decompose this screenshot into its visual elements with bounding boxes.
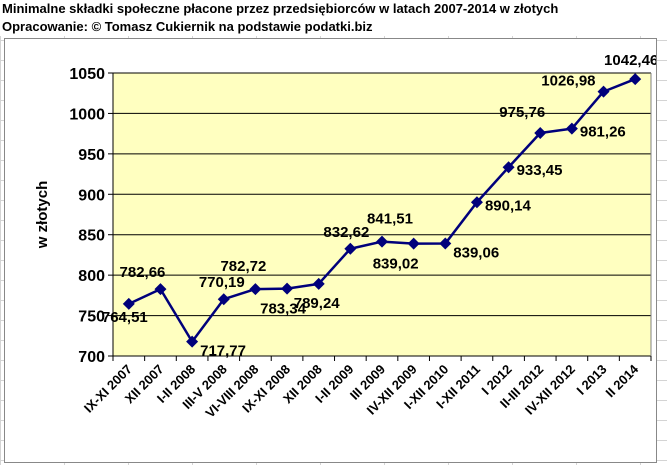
data-point xyxy=(154,283,167,296)
data-label: 832,62 xyxy=(323,224,369,241)
data-point xyxy=(597,85,610,98)
data-label: 783,34 xyxy=(260,301,307,318)
data-label: 789,24 xyxy=(294,295,341,312)
data-point xyxy=(217,293,230,306)
data-point xyxy=(344,242,357,255)
line-chart: w złotych 700 750 800 850 900 950 1000 1050 IX-… xyxy=(34,52,656,421)
data-label: 839,06 xyxy=(453,245,499,262)
y-tick-label: 700 xyxy=(78,349,105,366)
data-label: 841,51 xyxy=(367,211,413,228)
x-tick-label: IX-XI 2007 xyxy=(81,362,135,416)
y-axis-label: w złotych xyxy=(34,181,51,250)
y-tick-label: 1050 xyxy=(69,66,105,83)
data-point xyxy=(122,297,135,310)
data-point xyxy=(376,235,388,248)
axes xyxy=(108,72,652,361)
gridlines xyxy=(113,72,651,357)
data-label: 839,02 xyxy=(373,256,419,273)
data-label: 975,76 xyxy=(499,104,545,121)
y-tick-labels: 700 750 800 850 900 950 1000 1050 xyxy=(69,66,105,366)
data-point xyxy=(534,127,547,140)
data-point xyxy=(470,196,483,209)
y-tick-label: 800 xyxy=(78,268,105,285)
y-tick-label: 900 xyxy=(78,187,105,204)
data-label: 890,14 xyxy=(485,197,532,214)
data-point xyxy=(502,161,515,174)
y-tick-label: 1000 xyxy=(69,106,105,123)
data-label: 981,26 xyxy=(580,124,626,141)
data-label: 782,66 xyxy=(120,264,166,281)
data-point xyxy=(629,73,642,86)
data-label: 717,77 xyxy=(200,343,246,360)
data-point xyxy=(249,283,262,296)
chart-area: w złotych 700 750 800 850 900 950 1000 1050 IX-… xyxy=(4,38,657,463)
source-credit: Opracowanie: © Tomasz Cukiernik na podst… xyxy=(0,18,667,36)
data-point xyxy=(312,277,325,290)
data-point xyxy=(281,282,294,295)
data-label: 1026,98 xyxy=(541,73,595,90)
data-point xyxy=(407,237,420,250)
y-tick-label: 850 xyxy=(78,228,105,245)
data-label: 782,72 xyxy=(220,258,266,275)
plot-area xyxy=(113,73,651,356)
data-label: 770,19 xyxy=(199,274,245,291)
data-point xyxy=(565,122,578,135)
data-point xyxy=(186,335,199,348)
chart-title: Minimalne składki społeczne płacone prze… xyxy=(0,0,667,18)
data-point xyxy=(439,237,452,250)
x-tick-label: II 2014 xyxy=(603,361,642,400)
y-tick-label: 750 xyxy=(78,309,105,326)
y-tick-label: 950 xyxy=(78,147,105,164)
data-label: 764,51 xyxy=(102,309,148,326)
series xyxy=(122,73,642,348)
data-label: 1042,46 xyxy=(604,52,656,69)
data-label: 933,45 xyxy=(517,162,563,179)
